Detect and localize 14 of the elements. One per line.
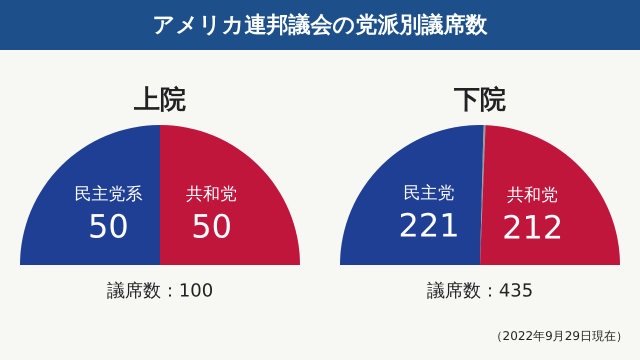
slice-label: 共和党 (186, 184, 238, 204)
data-label: 50 (88, 207, 129, 246)
text: 議席数：100 (106, 280, 214, 302)
chart-subtitle: 下院 (453, 85, 506, 115)
chart-title: アメリカ連邦議会の党派別議席数 (0, 0, 640, 50)
data-label: 221 (398, 206, 460, 245)
chart-subtitle: 上院 (133, 85, 186, 115)
data-label: 212 (502, 208, 564, 246)
slice-label: 民主党系 (74, 184, 142, 204)
slice-label: 共和党 (507, 185, 558, 206)
text: 議席数：435 (426, 280, 534, 302)
data-label: 50 (191, 207, 232, 246)
slice-label: 民主党 (404, 184, 455, 204)
text: （2022年9月29日現在） (490, 329, 628, 343)
